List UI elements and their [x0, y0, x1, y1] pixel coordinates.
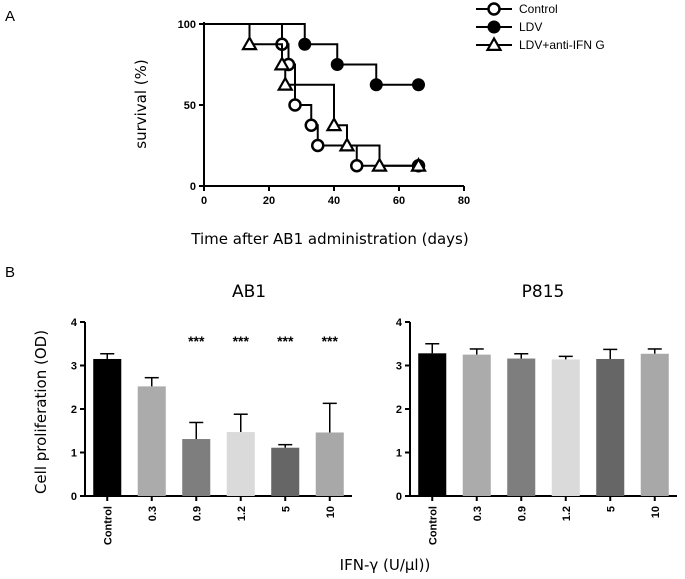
ab1-significance-label: *** — [188, 333, 205, 349]
survival-marker-2 — [298, 37, 312, 51]
p815-x-tick-label: 0.3 — [472, 506, 484, 521]
survival-marker-3 — [338, 136, 356, 152]
survival-x-tick-label: 20 — [263, 195, 275, 207]
survival-marker-2 — [412, 78, 425, 92]
legend-label-3: LDV+anti-IFN G — [519, 38, 605, 52]
survival-marker-1 — [350, 159, 364, 173]
ab1-bar — [271, 447, 300, 496]
p815-x-tick-label: 0.9 — [516, 506, 528, 521]
ab1-x-tick-label: 1.2 — [236, 506, 248, 521]
p815-y-tick-label: 3 — [396, 361, 402, 373]
ab1-significance-label: *** — [277, 333, 294, 349]
p815-y-tick-label: 0 — [396, 491, 402, 503]
survival-legend: Control LDV LDV+anti-IFN G — [476, 2, 605, 52]
survival-marker-2 — [330, 58, 344, 71]
survival-curve-3 — [204, 23, 419, 167]
survival-marker-3 — [325, 116, 343, 132]
ab1-y-tick-label: 3 — [71, 361, 77, 373]
ab1-x-tick-label: 10 — [325, 506, 337, 518]
survival-y-tick-label: 50 — [184, 100, 196, 112]
ab1-bar — [315, 432, 344, 496]
p815-bar — [640, 353, 669, 496]
p815-y-tick-label: 4 — [396, 317, 403, 329]
p815-bar — [462, 354, 491, 496]
survival-marker-3 — [276, 76, 294, 91]
legend-label-2: LDV — [519, 20, 542, 34]
survival-x-tick-label: 0 — [201, 195, 207, 207]
p815-axes: 0 1 2 3 4 Control 0.3 0.9 1.2 5 10 — [396, 317, 677, 545]
survival-x-tick-label: 80 — [458, 195, 470, 207]
survival-x-tick-label: 60 — [393, 195, 405, 207]
p815-x-tick-label: Control — [427, 506, 439, 545]
legend-marker-3 — [485, 36, 503, 51]
survival-marker-3 — [371, 157, 388, 172]
p815-x-tick-label: 1.2 — [561, 506, 573, 521]
proliferation-y-axis-label: Cell proliferation (OD) — [32, 330, 50, 494]
survival-marker-1 — [288, 98, 302, 112]
survival-y-axis-label: survival (%) — [132, 59, 150, 149]
ab1-bar — [137, 386, 166, 496]
survival-x-tick-label: 40 — [328, 195, 340, 207]
ab1-x-tick-label: Control — [102, 506, 114, 545]
legend-label-1: Control — [519, 2, 558, 16]
ab1-y-tick-label: 4 — [71, 317, 78, 329]
p815-bar — [596, 358, 625, 496]
ab1-y-tick-label: 0 — [71, 491, 77, 503]
survival-marker-1 — [304, 118, 318, 132]
p815-bar — [551, 359, 580, 496]
survival-panel: A survival (%) Time after AB1 administra… — [5, 2, 605, 248]
p815-x-tick-label: 5 — [605, 506, 617, 512]
p815-bars — [418, 343, 669, 496]
survival-marker-3 — [273, 55, 291, 71]
ab1-x-tick-label: 0.9 — [191, 506, 203, 521]
p815-y-tick-label: 2 — [396, 404, 402, 416]
ab1-x-tick-label: 0.3 — [147, 506, 159, 521]
p815-y-tick-label: 1 — [396, 448, 402, 460]
legend-marker-2 — [487, 20, 501, 34]
ab1-bars: *** *** *** *** — [93, 333, 344, 496]
panel-label-a: A — [5, 8, 15, 25]
survival-axes: 0 50 100 0 20 40 60 80 — [178, 19, 470, 207]
survival-y-tick-label: 100 — [178, 19, 196, 31]
ifn-gamma-x-axis-label: IFN-γ (U/μl)) — [340, 556, 431, 574]
ab1-bar — [182, 439, 211, 496]
legend-marker-1 — [487, 2, 501, 16]
survival-marker-3 — [410, 157, 427, 172]
ab1-bar — [93, 358, 122, 496]
p815-x-tick-label: 10 — [650, 506, 662, 518]
survival-y-tick-label: 0 — [190, 181, 196, 193]
survival-marker-2 — [369, 78, 383, 92]
ab1-bar — [226, 432, 255, 496]
p815-bar — [507, 358, 536, 496]
p815-chart-title: P815 — [522, 282, 565, 302]
ab1-significance-label: *** — [233, 333, 250, 349]
ab1-axes: 0 1 2 3 4 Control 0.3 0.9 1.2 5 10 — [71, 317, 352, 545]
panel-label-b: B — [5, 264, 15, 281]
survival-plot — [204, 23, 427, 173]
ab1-chart-title: AB1 — [232, 282, 266, 302]
proliferation-panel: B AB1 P815 Cell proliferation (OD) IFN-γ… — [5, 264, 677, 574]
ab1-y-tick-label: 2 — [71, 404, 77, 416]
survival-x-axis-label: Time after AB1 administration (days) — [190, 230, 468, 248]
survival-curve-2 — [204, 23, 419, 86]
ab1-y-tick-label: 1 — [71, 448, 77, 460]
ab1-x-tick-label: 5 — [280, 506, 292, 512]
p815-bar — [418, 353, 447, 496]
survival-marker-3 — [241, 35, 258, 51]
survival-marker-1 — [311, 138, 325, 153]
ab1-significance-label: *** — [322, 333, 339, 349]
